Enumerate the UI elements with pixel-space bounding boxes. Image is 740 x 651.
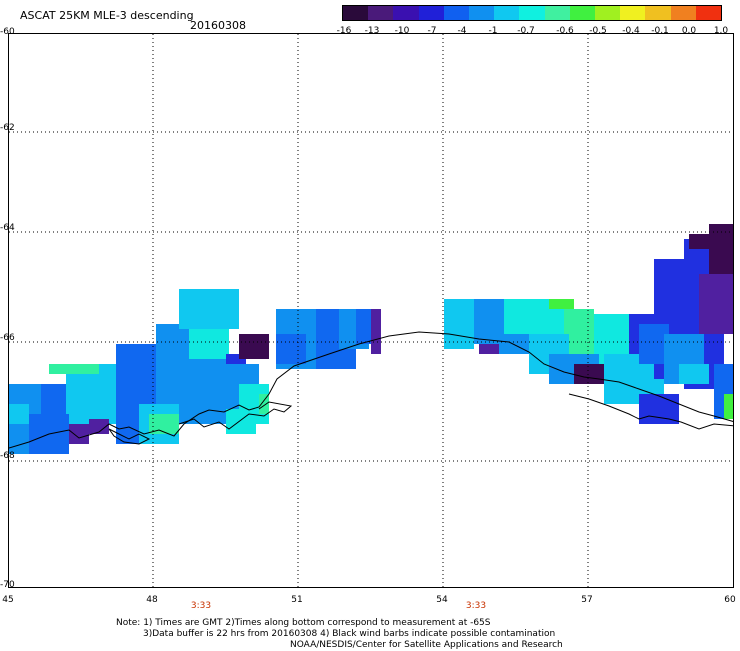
colorbar-labels: -16 -13 -10 -7 -4 -1 -0.7 -0.6 -0.5 -0.4 -0.1 0.0 1.… — [326, 26, 736, 40]
colorbar-label: -7 — [427, 26, 437, 36]
wind-data-cell — [9, 404, 29, 424]
pass-time-label: 3:33 — [465, 601, 487, 611]
longitude-label: 45 — [2, 595, 14, 605]
wind-data-cell — [444, 299, 474, 349]
colorbar-label: -10 — [394, 26, 410, 36]
map-canvas — [9, 34, 733, 587]
pass-time-label: 3:33 — [190, 601, 212, 611]
colorbar-label: -13 — [364, 26, 380, 36]
colorbar-swatch — [343, 6, 369, 20]
wind-data-cell — [276, 334, 306, 364]
wind-data-cell — [689, 234, 709, 249]
colorbar-label: -0.6 — [556, 26, 574, 36]
latitude-label: -66 — [0, 333, 15, 343]
colorbar-label: -0.7 — [517, 26, 535, 36]
colorbar-swatch — [544, 6, 570, 20]
colorbar-swatch — [645, 6, 671, 20]
wind-data-cell — [189, 329, 229, 359]
longitude-label: 48 — [146, 595, 158, 605]
wind-data-cell — [549, 299, 574, 309]
map-plot-area — [8, 33, 734, 588]
coastline-detail — [178, 401, 293, 430]
wind-data-cell — [69, 424, 89, 444]
colorbar-swatch — [368, 6, 394, 20]
colorbar-swatch — [620, 6, 646, 20]
colorbar-swatch — [469, 6, 495, 20]
colorbar-swatch — [670, 6, 696, 20]
wind-data-cell — [479, 344, 499, 354]
longitude-label: 57 — [581, 595, 593, 605]
wind-data-cell — [699, 274, 733, 334]
wind-data-cell — [259, 394, 269, 414]
colorbar-label: -0.1 — [651, 26, 669, 36]
wind-data-cell — [89, 419, 109, 434]
colorbar-swatch — [519, 6, 545, 20]
coastline-island — [108, 428, 151, 445]
wind-data-cell — [371, 309, 381, 354]
latitude-label: -62 — [0, 123, 15, 133]
longitude-label: 54 — [436, 595, 448, 605]
colorbar-swatch — [595, 6, 621, 20]
colorbar-swatch — [494, 6, 520, 20]
wind-data-cell — [49, 364, 99, 374]
wind-data-cell — [574, 364, 604, 384]
colorbar-swatch — [569, 6, 596, 20]
latitude-label: -68 — [0, 451, 15, 461]
map-date: 20160308 — [190, 19, 246, 32]
longitude-label: 51 — [291, 595, 303, 605]
longitude-label: 60 — [724, 595, 736, 605]
colorbar-label: -1 — [488, 26, 498, 36]
wind-data-cell — [149, 414, 179, 434]
wind-data-cell — [724, 394, 733, 419]
latitude-label: -60 — [0, 27, 15, 37]
map-title: ASCAT 25KM MLE-3 descending — [20, 9, 194, 22]
wind-data-cell — [226, 409, 256, 434]
note-line-2: 3)Data buffer is 22 hrs from 20160308 4)… — [143, 629, 556, 639]
colorbar — [342, 5, 722, 21]
colorbar-label: -0.4 — [622, 26, 640, 36]
colorbar-label: -0.5 — [589, 26, 607, 36]
wind-data-cell — [679, 364, 709, 384]
note-line-1: Note: 1) Times are GMT 2)Times along bot… — [116, 618, 491, 628]
coastline — [9, 331, 733, 449]
colorbar-swatch — [393, 6, 419, 20]
colorbar-swatch — [418, 6, 444, 20]
coastline-detail — [568, 393, 733, 430]
latitude-label: -70 — [0, 580, 15, 590]
wind-data-cell — [356, 309, 371, 344]
note-line-3: NOAA/NESDIS/Center for Satellite Applica… — [290, 640, 563, 650]
wind-data-cell — [179, 289, 239, 329]
colorbar-label: -4 — [457, 26, 467, 36]
wind-data-cell — [639, 394, 679, 424]
colorbar-swatch — [695, 6, 722, 20]
latitude-label: -64 — [0, 223, 15, 233]
wind-data-cell — [239, 334, 269, 359]
colorbar-label: -16 — [336, 26, 352, 36]
colorbar-swatch — [443, 6, 470, 20]
colorbar-label: 0.0 — [681, 26, 697, 36]
colorbar-label: 1.0 — [713, 26, 729, 36]
